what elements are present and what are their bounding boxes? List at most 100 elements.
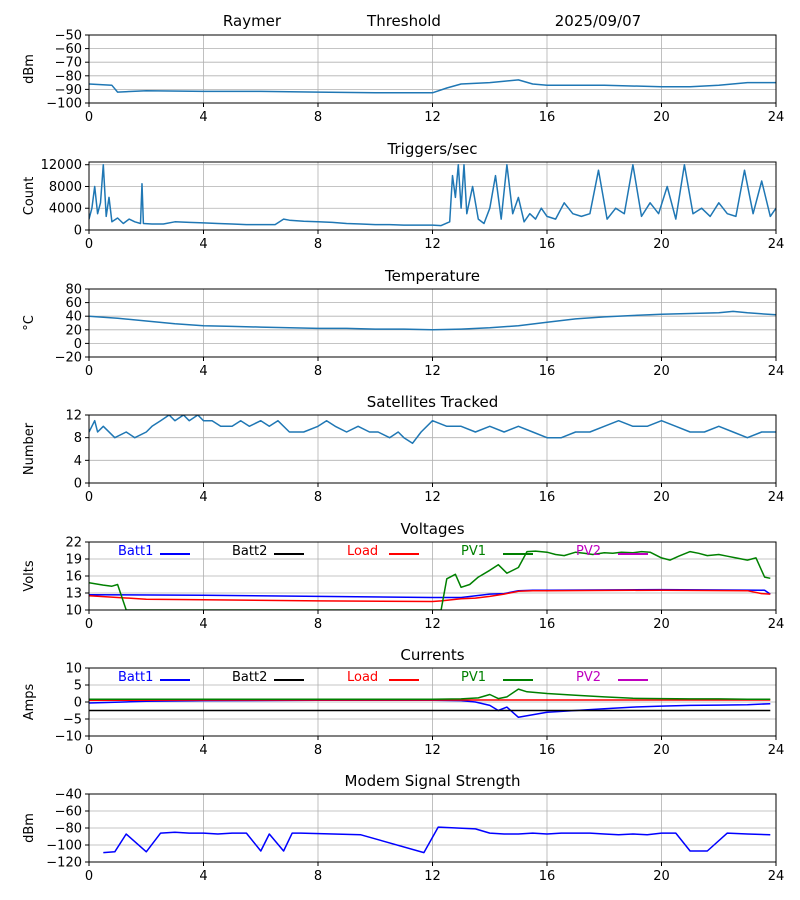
x-tick-label: 20 [653, 364, 670, 379]
series-group [103, 826, 771, 854]
y-axis-label: Number [22, 422, 37, 475]
y-tick-label: 5 [74, 679, 82, 694]
legend-label-batt1: Batt1 [118, 544, 153, 559]
y-axis-label: dBm [22, 54, 37, 84]
y-tick-label: 4 [74, 454, 82, 469]
report-date: 2025/09/07 [555, 12, 641, 30]
x-tick-label: 24 [768, 237, 785, 252]
series-line-pv1 [89, 688, 771, 701]
station-name: Raymer [223, 12, 282, 30]
panel-title: Currents [400, 646, 464, 664]
y-tick-label: 12000 [41, 158, 82, 173]
legend-label-pv2: PV2 [576, 670, 601, 685]
y-axis-label: Count [22, 177, 37, 216]
y-axis-label: dBm [22, 813, 37, 843]
x-tick-label: 4 [199, 364, 207, 379]
legend-label-batt1: Batt1 [118, 670, 153, 685]
y-axis-label: °C [22, 315, 37, 331]
x-tick-label: 8 [314, 364, 322, 379]
x-tick-label: 12 [424, 364, 441, 379]
y-tick-label: −90 [55, 83, 82, 98]
x-tick-label: 20 [653, 237, 670, 252]
x-tick-label: 24 [768, 110, 785, 125]
y-tick-label: 20 [65, 323, 82, 338]
y-tick-label: 60 [65, 296, 82, 311]
x-tick-label: 8 [314, 110, 322, 125]
y-tick-label: 0 [74, 224, 82, 239]
chart-panel-4: 0 4 8 12 16 20 24 0 4 8 12 Number Satellites Tracked [22, 393, 784, 505]
y-tick-label: 16 [65, 570, 82, 585]
y-tick-label: 19 [65, 553, 82, 568]
series-group [89, 415, 776, 445]
y-tick-label: −50 [55, 29, 82, 44]
x-tick-label: 16 [539, 364, 556, 379]
x-tick-label: 16 [539, 617, 556, 632]
x-tick-label: 16 [539, 869, 556, 884]
series-line-pv1 [89, 550, 771, 610]
series-group [89, 688, 771, 719]
chart-panel-7: 0 4 8 12 16 20 24 −40 −60 −80 −100 −120 dBm Modem Sig… [22, 772, 784, 884]
figure-header: Raymer Threshold 2025/09/07 [223, 12, 641, 30]
legend-label-load: Load [347, 670, 378, 685]
y-tick-label: −70 [55, 56, 82, 71]
x-tick-label: 16 [539, 743, 556, 758]
y-tick-label: 80 [65, 283, 82, 298]
series-line-main [89, 79, 776, 94]
panel-title: Triggers/sec [387, 140, 478, 158]
x-tick-label: 8 [314, 743, 322, 758]
y-tick-label: −80 [55, 822, 82, 837]
x-tick-label: 24 [768, 869, 785, 884]
x-tick-label: 8 [314, 869, 322, 884]
y-tick-label: −5 [63, 713, 82, 728]
x-tick-label: 20 [653, 617, 670, 632]
y-tick-label: −80 [55, 69, 82, 84]
y-tick-label: −100 [46, 97, 82, 112]
x-tick-label: 20 [653, 110, 670, 125]
y-tick-label: −20 [55, 351, 82, 366]
y-axis-label: Volts [22, 560, 37, 592]
legend-label-batt2: Batt2 [232, 544, 267, 559]
series-line-main [89, 415, 776, 445]
x-tick-label: 0 [85, 869, 93, 884]
x-tick-label: 24 [768, 617, 785, 632]
x-tick-label: 0 [85, 237, 93, 252]
y-tick-label: 22 [65, 536, 82, 551]
y-tick-label: −60 [55, 42, 82, 57]
legend-label-load: Load [347, 544, 378, 559]
chart-panel-1: 0 4 8 12 16 20 24 −50−60−70−80−90−100 dBm [22, 29, 784, 126]
series-line-main [89, 310, 776, 331]
legend-label-pv1: PV1 [461, 544, 486, 559]
x-tick-label: 8 [314, 617, 322, 632]
y-tick-label: 12 [65, 409, 82, 424]
y-tick-label: 40 [65, 310, 82, 325]
x-tick-label: 0 [85, 110, 93, 125]
panel-title: Voltages [400, 520, 464, 538]
legend: Batt1 Batt2 Load PV1 PV2 [118, 544, 648, 559]
x-tick-label: 4 [199, 110, 207, 125]
y-tick-label: −60 [55, 805, 82, 820]
x-tick-label: 4 [199, 743, 207, 758]
x-tick-label: 0 [85, 490, 93, 505]
x-tick-label: 12 [424, 490, 441, 505]
x-tick-label: 0 [85, 617, 93, 632]
x-tick-label: 24 [768, 743, 785, 758]
y-tick-label: −40 [55, 788, 82, 803]
legend-label-pv1: PV1 [461, 670, 486, 685]
x-tick-label: 12 [424, 743, 441, 758]
x-tick-label: 16 [539, 237, 556, 252]
y-axis-label: Amps [22, 683, 37, 720]
y-tick-label: 0 [74, 337, 82, 352]
y-tick-label: −10 [55, 730, 82, 745]
legend-label-pv2: PV2 [576, 544, 601, 559]
series-line-main [103, 826, 771, 854]
x-tick-label: 0 [85, 364, 93, 379]
x-tick-label: 4 [199, 490, 207, 505]
y-tick-label: 13 [65, 587, 82, 602]
trigger-mode: Threshold [366, 12, 441, 30]
legend-label-batt2: Batt2 [232, 670, 267, 685]
y-tick-label: −120 [46, 856, 82, 871]
series-line-main [89, 163, 776, 227]
